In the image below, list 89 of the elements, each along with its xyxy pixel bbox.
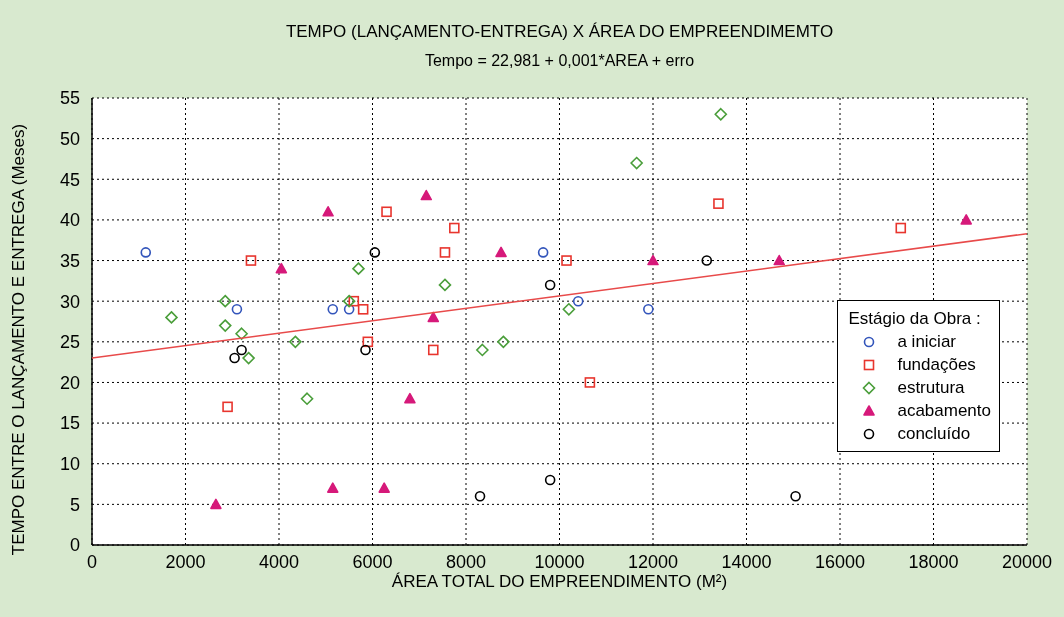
point xyxy=(342,294,356,308)
point xyxy=(647,254,659,266)
point xyxy=(231,304,243,315)
point xyxy=(140,247,152,258)
point xyxy=(960,214,973,225)
y-tick-label: 0 xyxy=(69,535,80,556)
point xyxy=(352,262,365,275)
x-tick-label: 4000 xyxy=(258,551,300,572)
y-tick-label: 55 xyxy=(59,88,80,109)
point xyxy=(537,247,549,258)
point xyxy=(427,311,440,323)
point xyxy=(245,255,257,266)
y-tick-label: 40 xyxy=(59,210,80,231)
y-tick-label: 35 xyxy=(59,250,80,271)
point xyxy=(360,344,371,356)
x-tick-label: 20000 xyxy=(1001,551,1053,572)
point xyxy=(495,246,507,258)
chart-title: TEMPO (LANÇAMENTO-ENTREGA) X ÁREA DO EMPREENDIMEMTO xyxy=(284,22,835,42)
point xyxy=(235,327,248,340)
point xyxy=(357,304,369,315)
point xyxy=(327,304,339,315)
point xyxy=(242,351,255,365)
point xyxy=(895,222,907,234)
y-tick-label: 10 xyxy=(59,454,80,475)
point xyxy=(561,255,572,266)
point xyxy=(497,335,510,349)
point xyxy=(544,279,556,291)
y-tick-label: 50 xyxy=(59,129,80,150)
point xyxy=(773,254,786,266)
chart-subtitle: Tempo = 22,981 + 0,001*AREA + erro xyxy=(423,52,696,70)
point xyxy=(643,304,654,315)
y-tick-label: 30 xyxy=(59,291,80,312)
point xyxy=(210,498,222,510)
point xyxy=(236,344,247,356)
point xyxy=(348,295,360,307)
point xyxy=(218,319,232,332)
legend-label: concluído xyxy=(897,423,971,445)
x-tick-label: 8000 xyxy=(445,551,487,572)
point xyxy=(572,295,584,307)
point xyxy=(544,474,556,486)
x-tick-label: 14000 xyxy=(721,551,772,572)
y-tick-label: 5 xyxy=(69,494,80,515)
point xyxy=(438,278,452,292)
point xyxy=(630,156,643,170)
point xyxy=(584,377,596,388)
point xyxy=(474,490,486,502)
point xyxy=(362,336,374,348)
point xyxy=(229,352,240,364)
x-tick-label: 16000 xyxy=(814,551,866,572)
y-tick-label: 15 xyxy=(59,413,80,434)
point xyxy=(562,303,576,316)
point xyxy=(343,304,355,315)
x-tick-label: 10000 xyxy=(534,551,585,572)
legend-title: Estágio da Obra : xyxy=(848,308,982,330)
point xyxy=(381,206,392,218)
point xyxy=(439,247,451,258)
point xyxy=(713,198,724,209)
x-axis-title: ÁREA TOTAL DO EMPREENDIMENTO (M²) xyxy=(391,572,728,591)
point xyxy=(404,392,416,404)
y-tick-label: 20 xyxy=(59,372,80,393)
legend-label: fundações xyxy=(897,354,976,376)
point xyxy=(300,392,314,406)
x-tick-label: 2000 xyxy=(165,551,206,572)
y-tick-label: 45 xyxy=(59,169,80,190)
y-axis-title: TEMPO ENTRE O LANÇAMENTO E ENTREGA (Meses) xyxy=(9,123,28,556)
y-tick-label: 25 xyxy=(59,332,80,353)
point xyxy=(165,311,178,324)
point xyxy=(427,344,439,356)
point xyxy=(420,189,433,201)
point xyxy=(476,343,489,357)
legend-label: estrutura xyxy=(897,377,965,399)
x-tick-label: 6000 xyxy=(352,551,393,572)
x-tick-label: 0 xyxy=(86,551,98,572)
point xyxy=(701,255,713,266)
x-tick-label: 18000 xyxy=(908,551,959,572)
point xyxy=(326,482,339,493)
point xyxy=(378,482,390,493)
legend-label: a iniciar xyxy=(897,331,957,353)
point xyxy=(289,335,302,349)
point xyxy=(322,205,334,217)
point xyxy=(790,490,801,502)
point xyxy=(275,262,288,274)
point xyxy=(222,401,233,413)
point xyxy=(449,222,460,234)
point xyxy=(714,107,728,121)
point xyxy=(218,294,232,308)
point xyxy=(369,247,381,258)
legend-label: acabamento xyxy=(897,400,991,422)
x-tick-label: 12000 xyxy=(627,551,679,572)
